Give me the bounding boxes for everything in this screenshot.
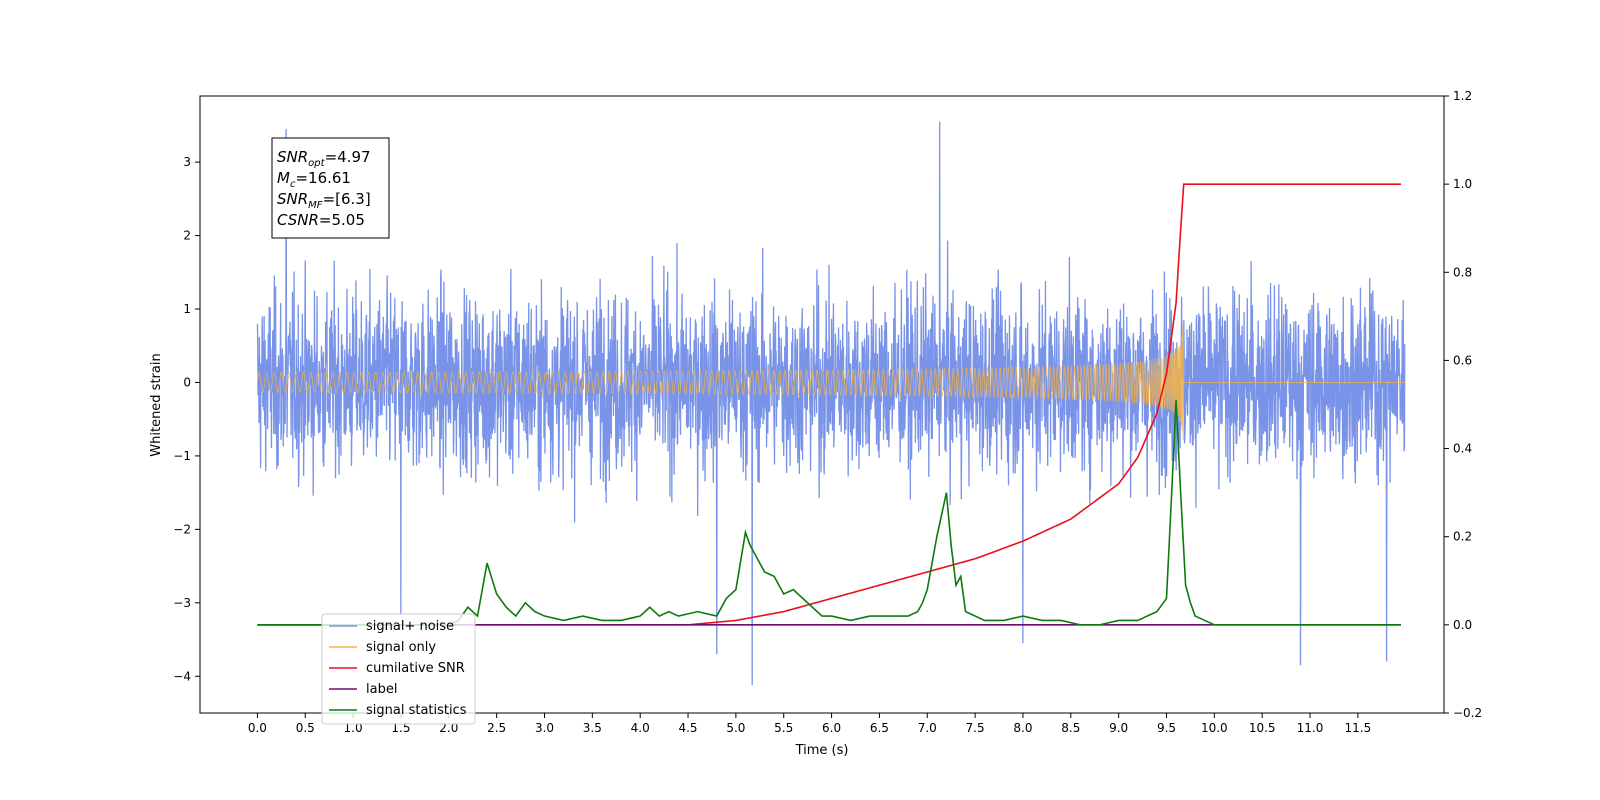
y-tick-label: 1 — [183, 302, 191, 316]
x-tick-label: 2.5 — [487, 721, 506, 735]
x-tick-label: 5.0 — [726, 721, 745, 735]
stats-annotation-frame — [271, 137, 390, 239]
series-signal-only-line — [257, 324, 1405, 441]
x-tick-label: 5.5 — [774, 721, 793, 735]
x-tick-label: 0.0 — [248, 721, 267, 735]
y2-tick-label: 0.2 — [1453, 530, 1472, 544]
x-tick-label: 7.0 — [918, 721, 937, 735]
y2-tick-label: 1.0 — [1453, 177, 1472, 191]
stats-annotation-var: SNR — [277, 190, 308, 208]
stats-annotation-sub: c — [290, 179, 296, 190]
x-tick-label: 7.5 — [966, 721, 985, 735]
x-axis: 0.0 0.5 1.0 1.5 2.0 2.5 3.0 3.5 4.0 4.5 5.0 5.5 6.0 6… — [248, 713, 1371, 735]
y-tick-label: −3 — [173, 596, 191, 610]
x-axis-label: Time (s) — [795, 743, 849, 758]
stats-annotation-var: SNR — [277, 148, 308, 166]
x-tick-label: 4.5 — [678, 721, 697, 735]
y-tick-label: 3 — [183, 155, 191, 169]
stats-annotation-sub: MF — [308, 200, 323, 211]
legend-entry-label: cumilative SNR — [366, 661, 465, 676]
y-axis-right: −0.2 0.0 0.2 0.4 0.6 0.8 1.0 1.2 — [1444, 89, 1482, 720]
x-tick-label: 8.5 — [1061, 721, 1080, 735]
x-tick-label: 6.0 — [822, 721, 841, 735]
y2-tick-label: 0.6 — [1453, 353, 1472, 367]
y2-tick-label: 0.8 — [1453, 265, 1472, 279]
x-tick-label: 6.5 — [870, 721, 889, 735]
y-tick-label: −1 — [173, 449, 191, 463]
stats-annotation-value: =4.97 — [325, 148, 371, 166]
legend: signal+ noise signal only cumilative SNR la… — [321, 613, 476, 725]
y2-tick-label: 0.0 — [1453, 618, 1472, 632]
legend-entry-label: label — [366, 682, 397, 697]
x-tick-label: 10.5 — [1249, 721, 1276, 735]
y-tick-label: 0 — [183, 375, 191, 389]
x-tick-label: 9.0 — [1109, 721, 1128, 735]
y-tick-label: −2 — [173, 522, 191, 536]
stats-annotation-sub: opt — [308, 158, 325, 169]
series-cumulative-snr-line — [257, 183, 1401, 626]
stats-annotation-var: CSNR — [277, 211, 319, 229]
y-tick-label: −4 — [173, 669, 191, 683]
y-axis-label: Whitened strain — [149, 353, 164, 456]
x-tick-label: 4.0 — [631, 721, 650, 735]
stats-annotation-line: SNRopt=4.97 — [277, 148, 371, 169]
stats-annotation-value: =[6.3] — [323, 190, 371, 208]
y2-tick-label: 0.4 — [1453, 442, 1472, 456]
plot-frame — [199, 95, 1445, 714]
stats-annotation-line: CSNR=5.05 — [277, 211, 365, 229]
y2-tick-label: 1.2 — [1453, 89, 1472, 103]
x-tick-label: 3.5 — [583, 721, 602, 735]
x-tick-label: 3.0 — [535, 721, 554, 735]
stats-annotation-value: =16.61 — [295, 169, 351, 187]
stats-annotation-value: =5.05 — [319, 211, 365, 229]
y-axis-left: −4 −3 −2 −1 0 1 2 3 — [173, 155, 200, 683]
stats-annotation-line: Mc=16.61 — [277, 169, 351, 190]
y2-tick-label: −0.2 — [1453, 706, 1482, 720]
stats-annotation-var: M — [277, 169, 290, 187]
x-tick-label: 11.0 — [1297, 721, 1324, 735]
legend-frame — [321, 613, 476, 725]
x-tick-label: 0.5 — [296, 721, 315, 735]
x-tick-label: 11.5 — [1345, 721, 1372, 735]
x-tick-label: 8.0 — [1013, 721, 1032, 735]
x-tick-label: 10.0 — [1201, 721, 1228, 735]
legend-entry-label: signal+ noise — [366, 619, 454, 634]
series-signal-statistics-line — [257, 400, 1401, 626]
x-tick-label: 9.5 — [1157, 721, 1176, 735]
y-tick-label: 2 — [183, 229, 191, 243]
legend-entry-label: signal only — [366, 640, 436, 655]
stats-annotation-line: SNRMF=[6.3] — [277, 190, 371, 211]
legend-entry-label: signal statistics — [366, 703, 467, 718]
